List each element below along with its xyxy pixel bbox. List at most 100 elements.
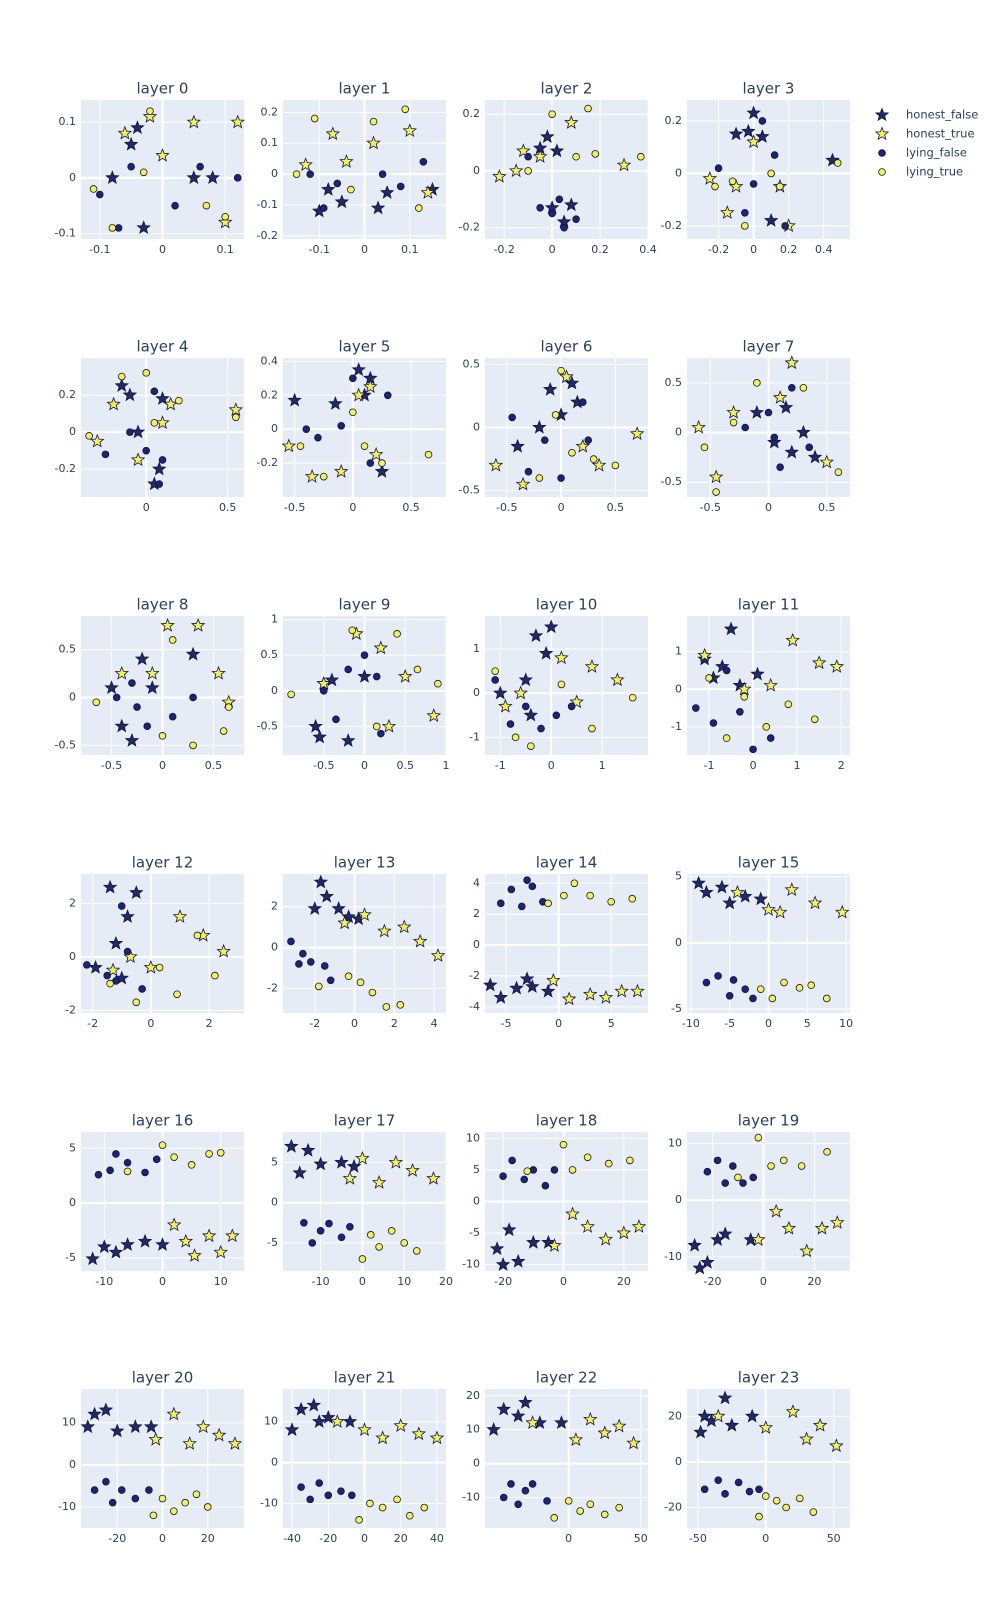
data-point — [94, 1170, 103, 1179]
data-point — [614, 983, 629, 998]
data-point — [507, 885, 516, 894]
data-point — [755, 1485, 763, 1494]
data-point — [166, 1217, 182, 1232]
data-point — [307, 901, 323, 915]
data-point — [357, 1422, 372, 1437]
data-point — [537, 724, 545, 733]
x-tick-label: 0.5 — [219, 501, 237, 514]
data-point — [172, 909, 188, 923]
data-point — [551, 411, 560, 419]
data-point — [516, 143, 531, 158]
data-point — [117, 1486, 126, 1494]
y-tick-label: 0.2 — [463, 107, 481, 120]
data-point — [313, 874, 329, 889]
x-tick-label: 0.5 — [205, 759, 223, 772]
data-point — [796, 424, 811, 439]
data-point — [106, 396, 121, 411]
data-point — [734, 1173, 742, 1182]
data-point — [155, 415, 170, 430]
data-point — [756, 985, 765, 993]
x-tick-label: -0.1 — [89, 243, 110, 256]
x-tick-label: 10 — [214, 1275, 228, 1288]
data-point — [388, 1154, 404, 1169]
data-point — [306, 1495, 314, 1504]
data-point — [133, 703, 141, 711]
data-point — [382, 1003, 391, 1011]
subplot-title: layer 0 — [137, 80, 189, 98]
x-tick-label: 20 — [439, 1275, 453, 1288]
y-tick-label: 0 — [473, 1195, 480, 1208]
data-point — [525, 979, 540, 993]
data-point — [561, 991, 577, 1006]
data-point — [767, 434, 782, 449]
data-point — [109, 1423, 125, 1438]
y-tick-label: 0 — [69, 171, 76, 184]
x-tick-label: -2 — [309, 1017, 320, 1030]
data-point — [554, 1415, 569, 1430]
data-point — [187, 1248, 202, 1262]
subplot-title: layer 4 — [137, 338, 189, 356]
data-point — [714, 879, 730, 894]
data-point — [807, 449, 823, 464]
data-point — [778, 400, 794, 414]
y-tick-label: 0 — [69, 1458, 76, 1471]
data-point — [540, 983, 556, 998]
subplot-title: layer 5 — [339, 338, 391, 356]
data-point — [434, 679, 442, 688]
data-point — [523, 707, 539, 722]
data-point — [196, 162, 204, 171]
data-point — [320, 962, 329, 970]
y-tick-label: 5 — [69, 1141, 76, 1154]
data-point — [568, 1432, 584, 1447]
y-tick-label: 1 — [675, 645, 682, 658]
data-point — [736, 707, 744, 716]
data-point — [105, 962, 121, 977]
x-tick-label: 1 — [794, 759, 801, 772]
x-tick-label: 0 — [359, 1275, 366, 1288]
data-point — [349, 374, 357, 383]
subplot-title: layer 6 — [541, 338, 593, 356]
plot-area — [81, 874, 244, 1013]
x-tick-label: -20 — [108, 1532, 126, 1545]
plot-area — [687, 1132, 850, 1271]
data-point — [631, 1219, 647, 1233]
data-point — [123, 136, 139, 151]
data-point — [508, 1156, 516, 1165]
data-point — [325, 1219, 333, 1228]
data-point — [150, 387, 159, 396]
data-point — [349, 408, 357, 417]
x-tick-label: 0 — [555, 1017, 562, 1030]
data-point — [610, 672, 625, 687]
data-point — [333, 179, 342, 188]
x-tick-label: 0 — [349, 501, 356, 514]
data-point — [568, 1166, 577, 1174]
data-point — [299, 949, 307, 958]
y-tick-label: 0 — [473, 164, 480, 177]
data-point — [702, 978, 711, 987]
plot-area — [485, 616, 648, 755]
data-point — [142, 369, 151, 377]
data-point — [753, 891, 768, 906]
data-point — [784, 882, 800, 897]
data-point — [772, 904, 788, 919]
data-point — [557, 474, 565, 482]
data-point — [493, 685, 508, 700]
data-point — [182, 1436, 197, 1450]
data-point — [697, 647, 712, 662]
data-point — [510, 438, 525, 453]
plot-area — [81, 358, 244, 497]
data-point — [150, 419, 159, 427]
data-point — [580, 1219, 595, 1233]
data-point — [216, 943, 231, 958]
x-tick-label: 0.5 — [397, 759, 415, 772]
data-point — [737, 681, 752, 696]
data-point — [344, 972, 353, 981]
data-point — [722, 734, 731, 742]
data-point — [560, 223, 568, 232]
data-point — [723, 621, 739, 636]
data-point — [348, 626, 357, 635]
data-point — [224, 703, 233, 711]
subplot-title: layer 13 — [334, 854, 396, 872]
data-point — [228, 402, 244, 417]
x-tick-label: -2 — [87, 1017, 98, 1030]
